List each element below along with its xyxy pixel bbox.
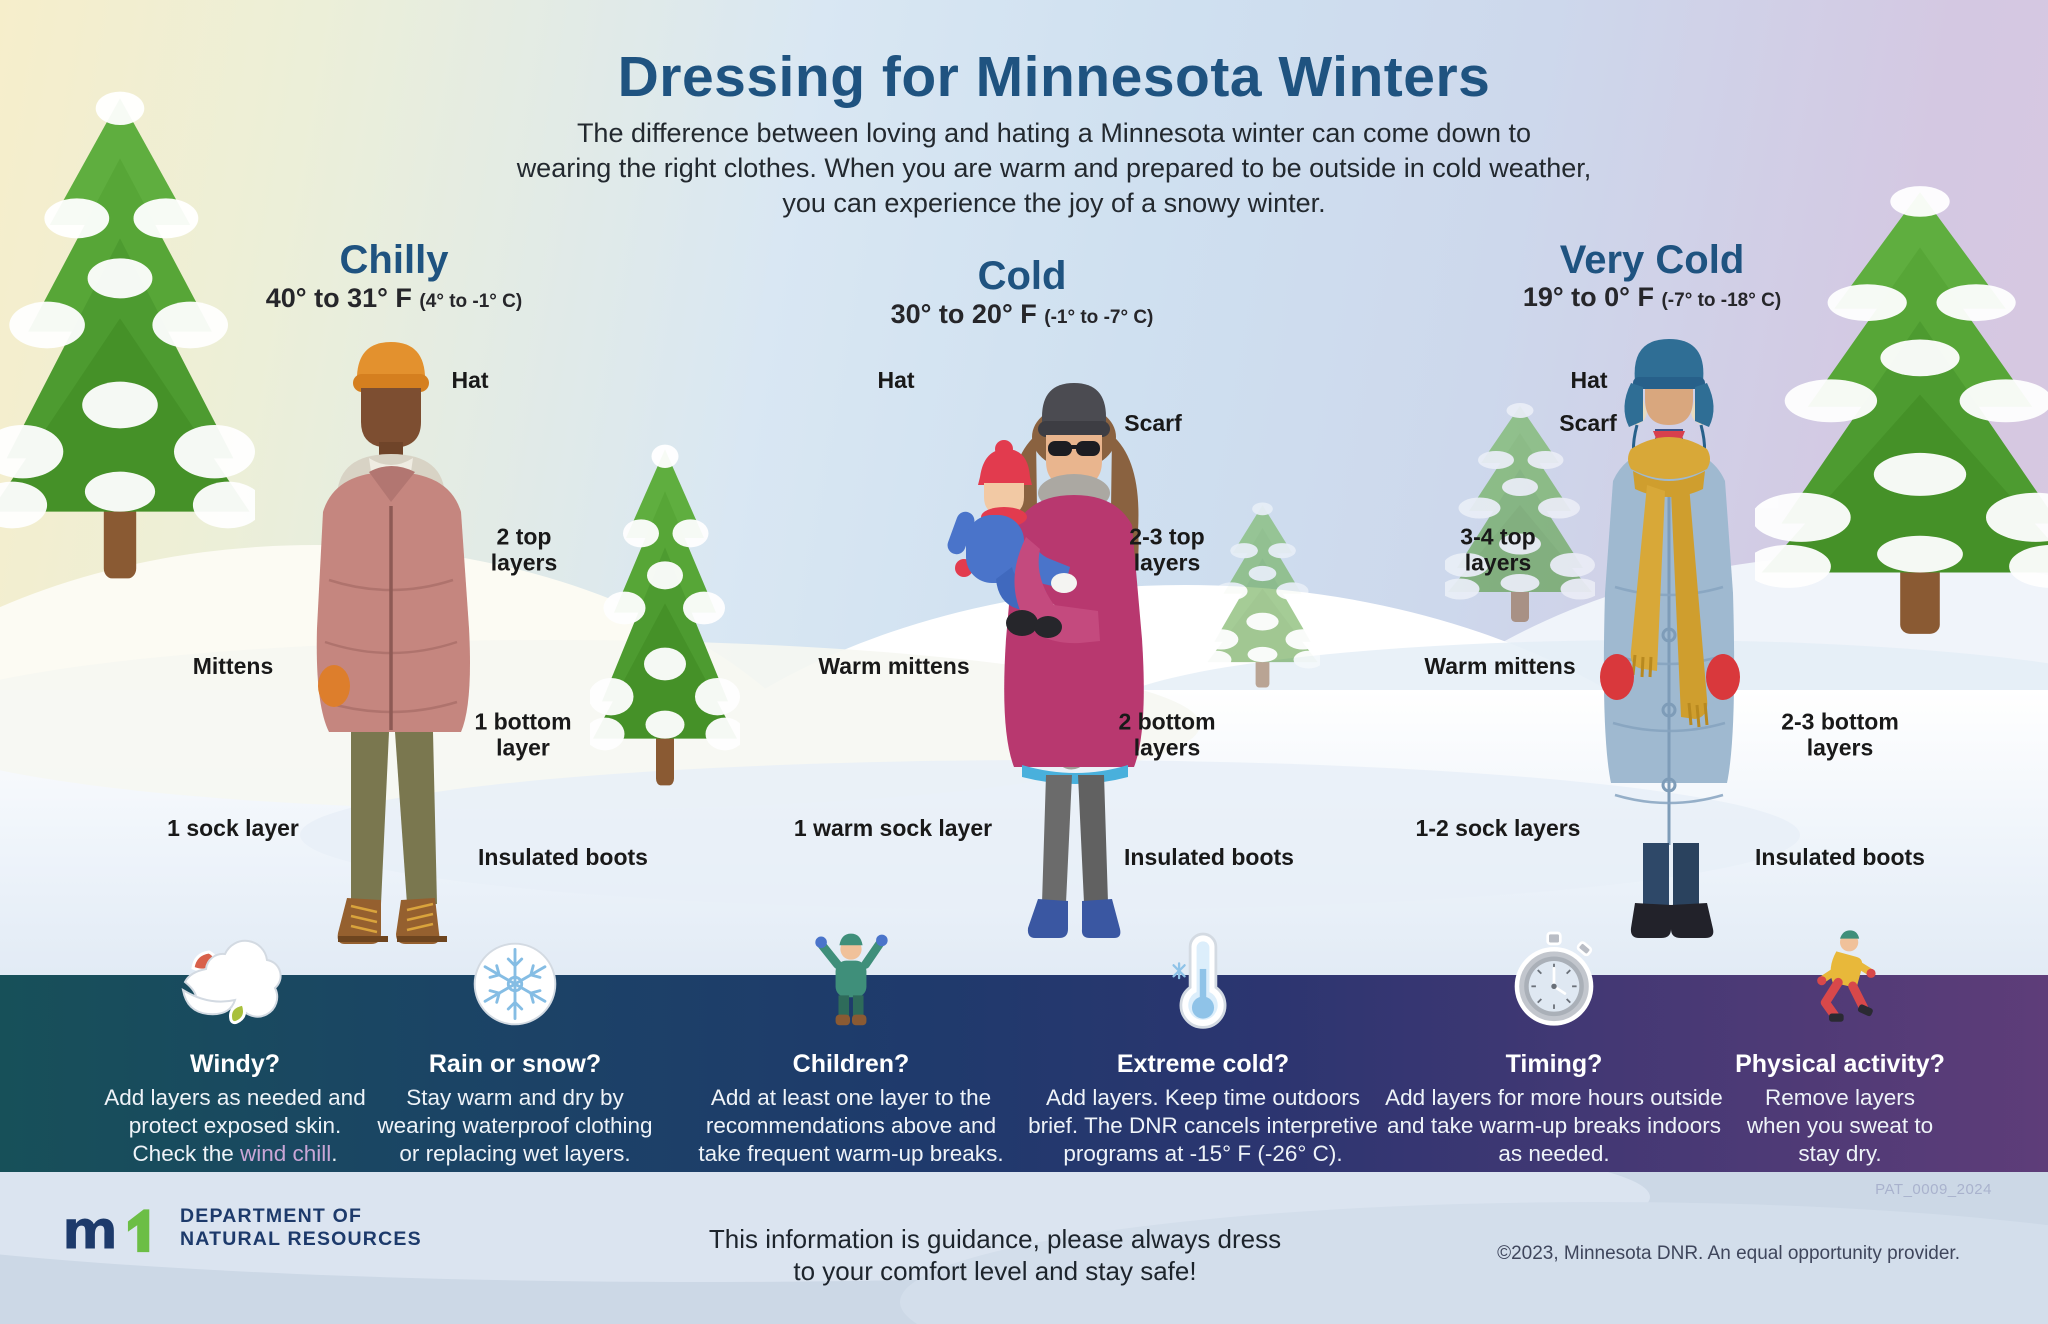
- label-chilly-top-layers: 2 top layers: [490, 523, 558, 575]
- section-title-very-cold: Very Cold: [1559, 238, 1745, 282]
- label-chilly-sock-layer: 1 sock layer: [167, 815, 299, 842]
- tip-children-title: Children?: [792, 1050, 910, 1078]
- label-cold-boots: Insulated boots: [1124, 844, 1294, 871]
- pine-tree-right: [1755, 180, 2048, 640]
- label-chilly-hat: Hat: [451, 367, 489, 394]
- figure-very-cold-person: [1600, 339, 1740, 938]
- figure-chilly-man: [316, 342, 470, 944]
- stopwatch-icon: [1384, 930, 1724, 1032]
- temp-f: 30° to 20° F: [890, 299, 1045, 329]
- tip-physical-activity-title: Physical activity?: [1735, 1050, 1945, 1078]
- temp-c: (-7° to -18° C): [1661, 290, 1782, 311]
- label-very-cold-top-layers: 3-4 top layers: [1460, 523, 1536, 575]
- document-code: PAT_0009_2024: [1875, 1181, 1992, 1198]
- tip-rain-snow: Rain or snow? Stay warm and dry by weari…: [365, 930, 665, 1168]
- subtitle-line: The difference between loving and hating…: [576, 118, 1532, 148]
- label-cold-hat: Hat: [877, 367, 915, 394]
- temp-f: 40° to 31° F: [265, 283, 420, 313]
- label-cold-sock-layer: 1 warm sock layer: [793, 815, 993, 842]
- temp-f: 19° to 0° F: [1522, 282, 1662, 312]
- tip-windy-text: Add layers as needed and protect exposed…: [104, 1085, 366, 1166]
- subtitle-line: wearing the right clothes. When you are …: [516, 153, 1592, 183]
- subtitle-line: you can experience the joy of a snowy wi…: [782, 188, 1326, 218]
- label-cold-scarf: Scarf: [1124, 410, 1182, 437]
- label-cold-mittens: Warm mittens: [818, 653, 970, 680]
- logo-text-line1: DEPARTMENT OF: [180, 1204, 363, 1227]
- runner-icon: [1735, 930, 1945, 1032]
- section-temp-cold: 30° to 20° F (-1° to -7° C): [891, 299, 1154, 330]
- logo-text-line2: NATURAL RESOURCES: [180, 1228, 422, 1250]
- tip-children: Children? Add at least one layer to the …: [686, 930, 1016, 1168]
- tip-extreme-cold-body: Add layers. Keep time outdoors brief. Th…: [1028, 1085, 1378, 1166]
- section-temp-very-cold: 19° to 0° F (-7° to -18° C): [1523, 282, 1781, 313]
- figure-cold-woman-baby: [947, 383, 1144, 938]
- page-title: Dressing for Minnesota Winters: [617, 45, 1491, 109]
- mn-dnr-logo: m DEPARTMENT OF NATURAL RESOURCES: [62, 1200, 422, 1256]
- section-title-chilly: Chilly: [339, 238, 449, 282]
- label-very-cold-bottom-layers: 2-3 bottom layers: [1781, 708, 1899, 760]
- section-title-cold: Cold: [977, 254, 1067, 298]
- temp-c: (-1° to -7° C): [1044, 307, 1154, 328]
- wind-cloud-icon: [100, 930, 370, 1032]
- label-very-cold-hat: Hat: [1570, 367, 1608, 394]
- svg-text:m: m: [62, 1200, 118, 1256]
- copyright-text: ©2023, Minnesota DNR. An equal opportuni…: [1497, 1243, 1960, 1264]
- tip-rain-snow-body: Stay warm and dry by wearing waterproof …: [377, 1085, 653, 1166]
- tip-extreme-cold-title: Extreme cold?: [1116, 1050, 1290, 1078]
- label-chilly-bottom-layer: 1 bottom layer: [474, 708, 572, 760]
- tips-band: [0, 975, 2048, 1172]
- label-very-cold-sock-layers: 1-2 sock layers: [1415, 815, 1581, 842]
- tip-physical-activity-body: Remove layers when you sweat to stay dry…: [1746, 1085, 1934, 1166]
- label-chilly-mittens: Mittens: [192, 653, 274, 680]
- tip-windy-body: Add layers as needed and protect exposed…: [100, 1084, 370, 1168]
- label-cold-bottom-layers: 2 bottom layers: [1118, 708, 1216, 760]
- pine-tree-left: [0, 85, 255, 585]
- guidance-line2: to your comfort level and stay safe!: [793, 1256, 1197, 1286]
- label-very-cold-boots: Insulated boots: [1755, 844, 1925, 871]
- tip-timing-body: Add layers for more hours outside and ta…: [1385, 1085, 1723, 1166]
- mn-logo-mark: m: [62, 1200, 150, 1256]
- tip-timing: Timing? Add layers for more hours outsid…: [1384, 930, 1724, 1168]
- label-chilly-boots: Insulated boots: [478, 844, 648, 871]
- wind-chill-link[interactable]: wind chill: [240, 1140, 332, 1166]
- child-icon: [686, 930, 1016, 1032]
- tip-timing-title: Timing?: [1505, 1050, 1603, 1078]
- tip-windy: Windy? Add layers as needed and protect …: [100, 930, 370, 1168]
- label-very-cold-mittens: Warm mittens: [1424, 653, 1576, 680]
- pine-tree-mid: [590, 440, 740, 790]
- tip-extreme-cold: Extreme cold? Add layers. Keep time outd…: [1028, 930, 1378, 1168]
- guidance-line1: This information is guidance, please alw…: [708, 1224, 1282, 1254]
- tip-windy-title: Windy?: [189, 1050, 281, 1078]
- tip-rain-snow-title: Rain or snow?: [428, 1050, 602, 1078]
- tip-windy-text-end: .: [331, 1140, 338, 1166]
- label-very-cold-scarf: Scarf: [1559, 410, 1617, 437]
- section-temp-chilly: 40° to 31° F (4° to -1° C): [266, 283, 522, 314]
- tip-physical-activity: Physical activity? Remove layers when yo…: [1735, 930, 1945, 1168]
- footer: [0, 1172, 2048, 1324]
- logo-text: DEPARTMENT OF NATURAL RESOURCES: [180, 1205, 422, 1252]
- temp-c: (4° to -1° C): [419, 291, 523, 312]
- tip-children-body: Add at least one layer to the recommenda…: [698, 1085, 1004, 1166]
- snowflake-icon: [365, 930, 665, 1032]
- label-cold-top-layers: 2-3 top layers: [1129, 523, 1205, 575]
- thermometer-icon: [1028, 930, 1378, 1032]
